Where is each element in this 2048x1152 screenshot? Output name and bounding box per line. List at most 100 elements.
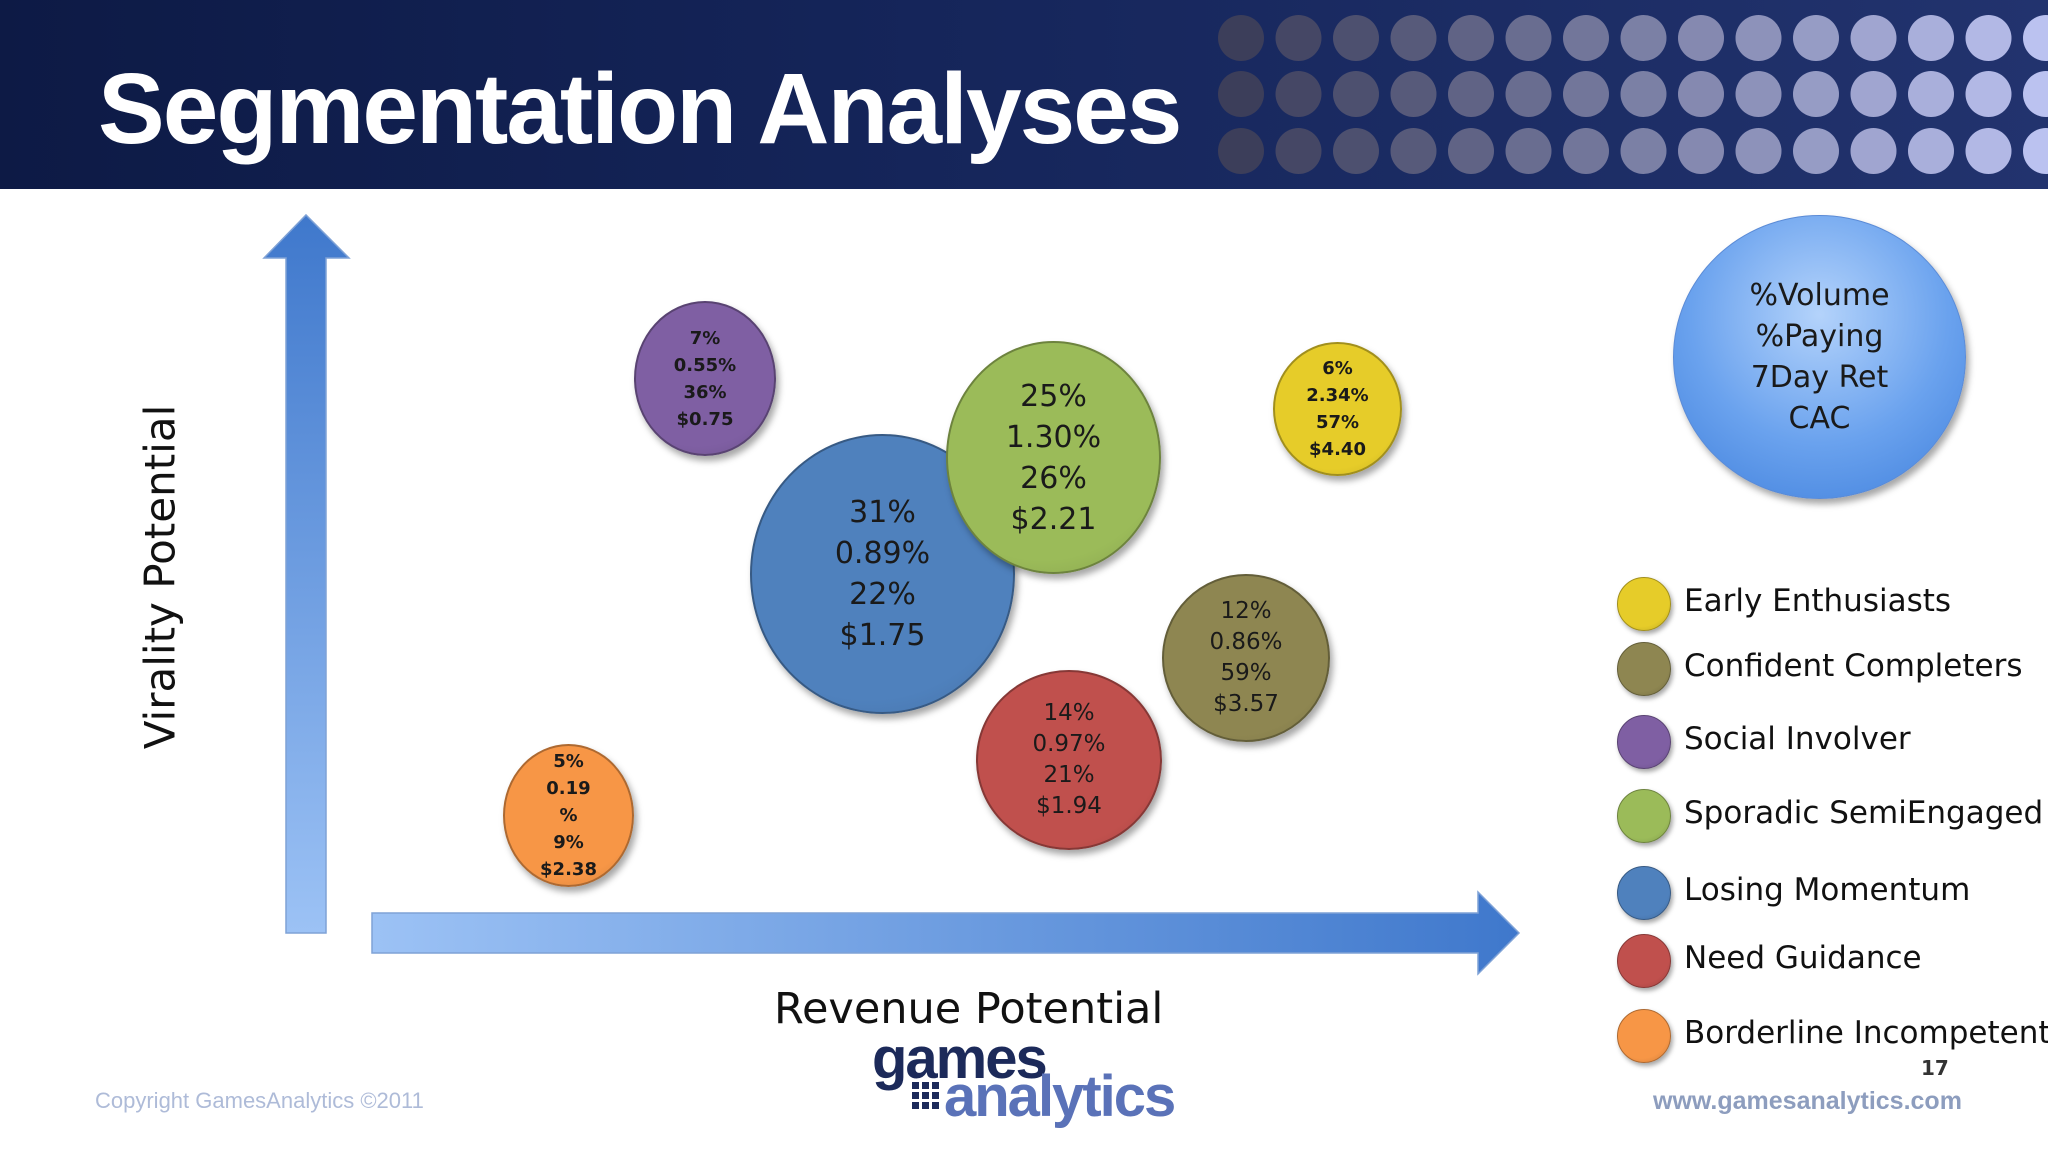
key-bubble-line: %Volume — [1749, 278, 1890, 313]
decorative-dot — [1735, 15, 1782, 61]
decorative-dot — [1850, 71, 1897, 117]
header-banner: Segmentation Analyses — [0, 0, 2048, 189]
bubble-value: $4.40 — [1309, 439, 1366, 460]
decorative-dot — [1620, 15, 1667, 61]
bubble-confident-completers: 12% 0.86% 59% $3.57 — [1162, 574, 1330, 742]
legend-item: Need Guidance — [1617, 930, 2047, 990]
bubble-value: 57% — [1315, 412, 1360, 433]
decorative-dot — [1965, 71, 2012, 117]
decorative-dot — [2023, 71, 2048, 117]
logo-dot-grid-icon — [912, 1082, 939, 1109]
decorative-dot — [1735, 128, 1782, 174]
legend-swatch-icon — [1617, 789, 1671, 843]
decorative-dot — [1908, 71, 1954, 117]
legend-swatch-icon — [1617, 715, 1671, 769]
bubble-value: 0.55% — [673, 354, 737, 376]
logo-games-text: games — [872, 1026, 1048, 1091]
bubble-value: $2.38 — [540, 859, 597, 880]
decorative-dot — [1850, 128, 1897, 174]
bubble-value: $3.57 — [1213, 691, 1279, 717]
decorative-dot — [1390, 128, 1437, 174]
bubble-value: 0.97% — [1032, 731, 1106, 757]
legend-label: Confident Completers — [1684, 648, 2023, 684]
decorative-dot — [1448, 71, 1494, 117]
legend-swatch-icon — [1617, 642, 1671, 696]
key-bubble-line: %Paying — [1755, 319, 1884, 354]
legend-swatch-icon — [1617, 577, 1671, 631]
horizontal-axis-arrow — [371, 890, 1521, 976]
decorative-dot — [1620, 71, 1667, 117]
decorative-dot — [1678, 71, 1724, 117]
decorative-dot — [1275, 15, 1322, 61]
legend-item: Social Involver — [1617, 711, 2047, 771]
bubble-sporadic-semiengaged: 25% 1.30% 26% $2.21 — [946, 341, 1161, 574]
bubble-social-involver: 7% 0.55% 36% $0.75 — [634, 301, 776, 456]
legend-swatch-icon — [1617, 866, 1671, 920]
decorative-dot — [1908, 15, 1954, 61]
bubble-value: 36% — [683, 381, 727, 403]
decorative-dot — [1620, 128, 1667, 174]
decorative-dot — [1333, 128, 1379, 174]
decorative-dot — [1965, 128, 2012, 174]
decorative-dot — [2023, 15, 2048, 61]
decorative-dot — [1793, 71, 1839, 117]
decorative-dot — [1218, 71, 1264, 117]
bubble-value: 31% — [849, 495, 916, 530]
page-number: 17 — [1921, 1056, 1949, 1080]
legend-label: Early Enthusiasts — [1684, 583, 1952, 619]
decorative-dot — [1563, 71, 1609, 117]
bubble-value: $1.75 — [839, 618, 926, 653]
decorative-dot — [1505, 71, 1552, 117]
bubble-value: $2.21 — [1010, 501, 1097, 537]
y-axis-label: Virality Potential — [135, 404, 185, 750]
legend-swatch-icon — [1617, 934, 1671, 988]
decorative-dot — [1793, 128, 1839, 174]
website-link[interactable]: www.gamesanalytics.com — [1653, 1087, 1962, 1115]
bubble-value: 12% — [1220, 598, 1272, 624]
bubble-value: 0.19 — [546, 778, 591, 799]
legend-label: Need Guidance — [1684, 940, 1922, 976]
decorative-dot — [1218, 15, 1264, 61]
bubble-value: 26% — [1020, 460, 1087, 496]
decorative-dot — [1735, 71, 1782, 117]
decorative-dot — [1448, 128, 1494, 174]
decorative-dot-grid — [1218, 15, 2048, 174]
bubble-value: 14% — [1043, 700, 1095, 726]
bubble-value: $1.94 — [1036, 793, 1102, 819]
bubble-value: $0.75 — [676, 408, 734, 430]
decorative-dot — [1333, 71, 1379, 117]
legend-item: Borderline Incompetent — [1617, 1005, 2048, 1065]
decorative-dot — [1390, 15, 1437, 61]
legend-label: Losing Momentum — [1684, 872, 1971, 908]
bubble-value: % — [559, 805, 578, 826]
vertical-axis-arrow — [262, 213, 351, 934]
legend-item: Losing Momentum — [1617, 862, 2047, 922]
bubble-value: 5% — [553, 751, 584, 772]
decorative-dot — [1505, 15, 1552, 61]
bubble-need-guidance: 14% 0.97% 21% $1.94 — [976, 670, 1162, 850]
legend-label: Sporadic SemiEngaged — [1684, 795, 2044, 831]
bubble-value: 2.34% — [1306, 385, 1369, 406]
key-bubble: %Volume %Paying 7Day Ret CAC — [1673, 215, 1966, 499]
bubble-value: 9% — [553, 832, 584, 853]
logo-analytics-text: analytics — [944, 1064, 1176, 1129]
decorative-dot — [1563, 15, 1609, 61]
decorative-dot — [1908, 128, 1954, 174]
bubble-value: 59% — [1220, 660, 1272, 686]
bubble-borderline-incompetent: 5% 0.19% 9% $2.38 — [503, 744, 634, 887]
decorative-dot — [1275, 71, 1322, 117]
legend-swatch-icon — [1617, 1009, 1671, 1063]
bubble-value: 7% — [689, 327, 721, 349]
bubble-value: 6% — [1322, 358, 1353, 379]
decorative-dot — [1965, 15, 2012, 61]
decorative-dot — [1218, 128, 1264, 174]
bubble-value: 25% — [1020, 378, 1087, 414]
legend-label: Borderline Incompetent — [1684, 1015, 2048, 1051]
copyright-text: Copyright GamesAnalytics ©2011 — [95, 1088, 424, 1113]
decorative-dot — [1850, 15, 1897, 61]
decorative-dot — [1793, 15, 1839, 61]
key-bubble-line: 7Day Ret — [1750, 360, 1889, 395]
legend-item: Confident Completers — [1617, 638, 2047, 698]
legend-label: Social Involver — [1684, 721, 1911, 757]
